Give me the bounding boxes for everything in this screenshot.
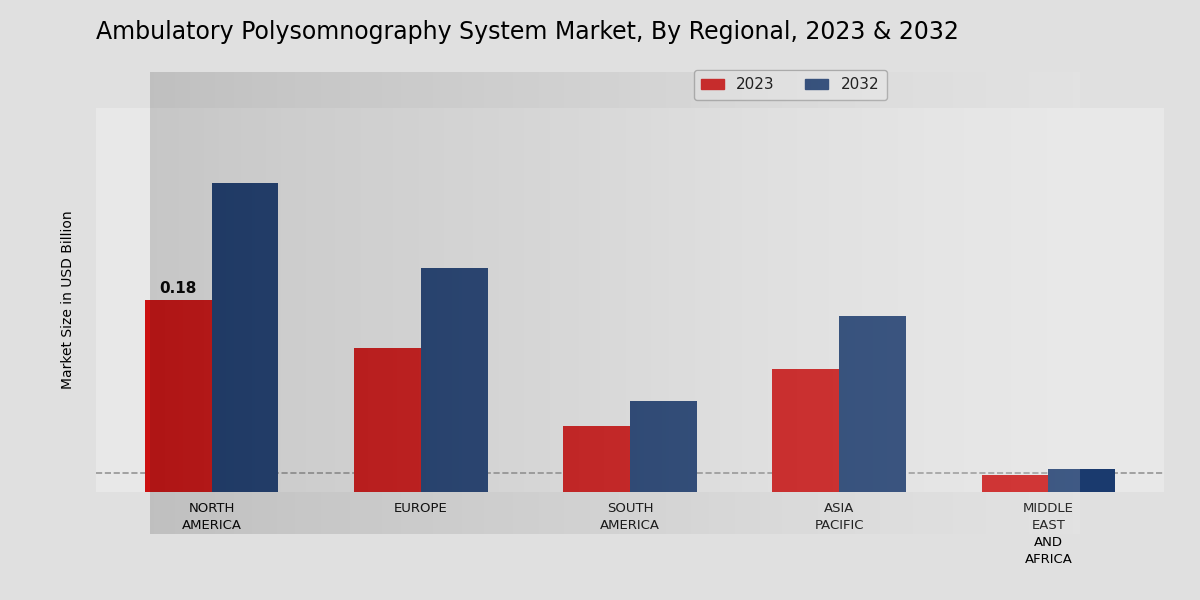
Bar — [1049, 469, 1116, 492]
Bar — [421, 268, 487, 492]
Bar — [144, 300, 211, 492]
Bar — [563, 426, 630, 492]
Text: Ambulatory Polysomnography System Market, By Regional, 2023 & 2032: Ambulatory Polysomnography System Market… — [96, 20, 959, 44]
Bar — [982, 475, 1049, 492]
Bar — [773, 370, 839, 492]
Y-axis label: Market Size in USD Billion: Market Size in USD Billion — [61, 211, 76, 389]
Legend: 2023, 2032: 2023, 2032 — [694, 70, 887, 100]
Bar — [354, 348, 421, 492]
Bar — [211, 182, 278, 492]
Text: 0.18: 0.18 — [160, 281, 197, 296]
Bar — [839, 316, 906, 492]
Bar — [630, 401, 697, 492]
